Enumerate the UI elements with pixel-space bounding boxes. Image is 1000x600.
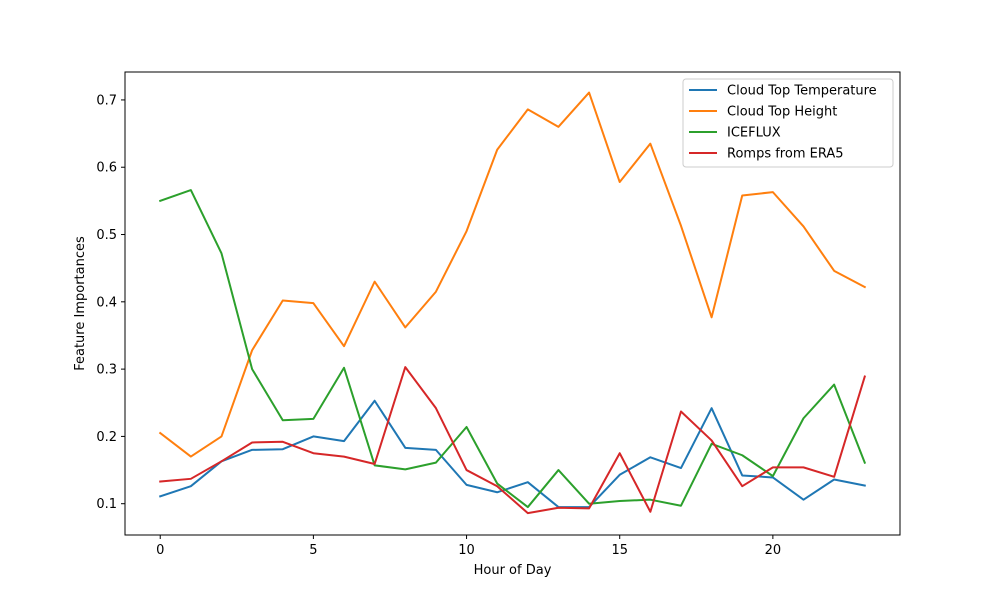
series-layer xyxy=(158,91,867,515)
x-tick-label: 20 xyxy=(765,543,782,558)
legend-box xyxy=(682,78,894,168)
x-axis-ticks: 0 5 10 15 20 xyxy=(156,535,781,558)
y-tick-label: 0.5 xyxy=(96,228,117,243)
x-tick-label: 10 xyxy=(458,543,475,558)
x-axis-label: Hour of Day xyxy=(474,563,552,578)
series-line-cloud-top-height xyxy=(158,91,867,458)
y-tick-label: 0.7 xyxy=(96,93,117,108)
y-tick-label: 0.6 xyxy=(96,161,117,176)
series-line-iceflux xyxy=(158,189,867,509)
y-tick-label: 0.4 xyxy=(96,295,117,310)
y-tick-label: 0.3 xyxy=(96,363,117,378)
y-tick-label: 0.1 xyxy=(96,497,117,512)
y-axis-ticks: 0.1 0.2 0.3 0.4 0.5 0.6 0.7 xyxy=(96,93,125,512)
legend-label: Romps from ERA5 xyxy=(727,147,844,162)
legend: Cloud Top Temperature Cloud Top Height ICE… xyxy=(682,78,894,168)
series-line-romps-from-era5 xyxy=(159,366,867,515)
legend-label: Cloud Top Height xyxy=(727,105,837,120)
legend-label: ICEFLUX xyxy=(727,126,781,141)
y-tick-label: 0.2 xyxy=(96,430,117,445)
y-axis-label: Feature Importances xyxy=(73,236,88,371)
series-line-cloud-top-temperature xyxy=(158,399,866,509)
x-tick-label: 0 xyxy=(156,543,164,558)
plot-frame xyxy=(124,71,901,536)
x-tick-label: 15 xyxy=(611,543,628,558)
x-tick-label: 5 xyxy=(309,543,317,558)
legend-label: Cloud Top Temperature xyxy=(727,84,877,99)
